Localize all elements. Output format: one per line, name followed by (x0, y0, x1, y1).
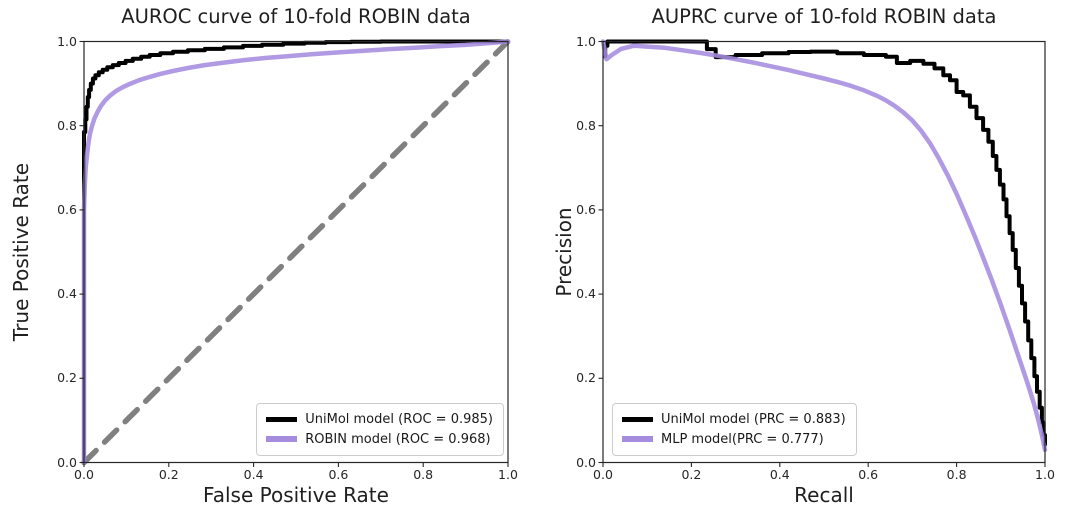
legend-line-swatch (622, 416, 653, 422)
series-group (600, 39, 1048, 453)
x-tick-label: 0.8 (946, 467, 967, 482)
series-line (603, 39, 1047, 446)
y-tick-label: 1.0 (576, 33, 596, 49)
legend-entry: UniMol model (PRC = 0.883) (622, 409, 846, 429)
legend-line-swatch (622, 436, 653, 442)
roc-legend: UniMol model (ROC = 0.985) ROBIN model (R… (256, 403, 504, 456)
legend-line-swatch (266, 436, 298, 442)
series-group (81, 38, 511, 466)
roc-chart-title: AUROC curve of 10-fold ROBIN data (121, 5, 471, 28)
legend-label: ROBIN model (ROC = 0.968) (305, 431, 491, 447)
y-tick-label: 0.0 (576, 454, 596, 470)
prc-plot-area (598, 39, 1048, 467)
y-tick-label: 0.2 (576, 370, 596, 386)
y-tick-label: 0.2 (57, 370, 77, 386)
prc-legend: UniMol model (PRC = 0.883) MLP model(PRC … (612, 403, 857, 456)
x-tick-label: 1.0 (1035, 467, 1055, 482)
x-tick-label: 0.0 (74, 467, 94, 482)
roc-chart: AUROC curve of 10-fold ROBIN data True P… (9, 5, 518, 507)
legend-entry: UniMol model (ROC = 0.985) (266, 409, 493, 429)
x-tick-label: 0.2 (681, 467, 702, 482)
y-tick-label: 0.8 (576, 117, 596, 133)
x-tick-label: 0.2 (158, 467, 179, 482)
legend-label: UniMol model (ROC = 0.985) (305, 411, 493, 427)
x-tick-label: 0.8 (413, 467, 434, 482)
legend-entry: ROBIN model (ROC = 0.968) (266, 429, 493, 449)
series-line (82, 39, 508, 463)
series-line (81, 39, 511, 465)
prc-chart-title: AUPRC curve of 10-fold ROBIN data (651, 5, 997, 28)
plot-spines (83, 40, 509, 464)
y-tick-label: 0.6 (57, 201, 77, 217)
x-tick-label: 0.4 (769, 467, 790, 482)
y-tick-label: 0.8 (57, 117, 77, 133)
x-tick-label: 0.4 (243, 467, 264, 482)
roc-x-axis-label: False Positive Rate (203, 483, 389, 507)
x-tick-label: 0.6 (328, 467, 349, 482)
y-tick-label: 0.6 (576, 201, 596, 217)
prc-chart: AUPRC curve of 10-fold ROBIN data Precis… (540, 0, 1080, 530)
chance-diagonal-line (81, 38, 511, 466)
y-tick-label: 0.4 (576, 286, 596, 302)
prc-x-axis-label: Recall (794, 483, 854, 507)
plot-spines (602, 40, 1046, 464)
legend-label: UniMol model (PRC = 0.883) (661, 411, 846, 427)
legend-entry: MLP model(PRC = 0.777) (622, 429, 846, 449)
y-tick-label: 0.0 (57, 454, 77, 470)
y-tick-label: 0.4 (57, 286, 77, 302)
legend-label: MLP model(PRC = 0.777) (661, 431, 824, 447)
series-line (600, 39, 1048, 453)
x-tick-label: 0.6 (858, 467, 879, 482)
roc-plot-area (79, 38, 511, 467)
legend-line-swatch (266, 416, 298, 422)
y-tick-label: 1.0 (57, 33, 77, 49)
x-tick-label: 0.0 (593, 467, 613, 482)
x-tick-label: 1.0 (498, 467, 518, 482)
